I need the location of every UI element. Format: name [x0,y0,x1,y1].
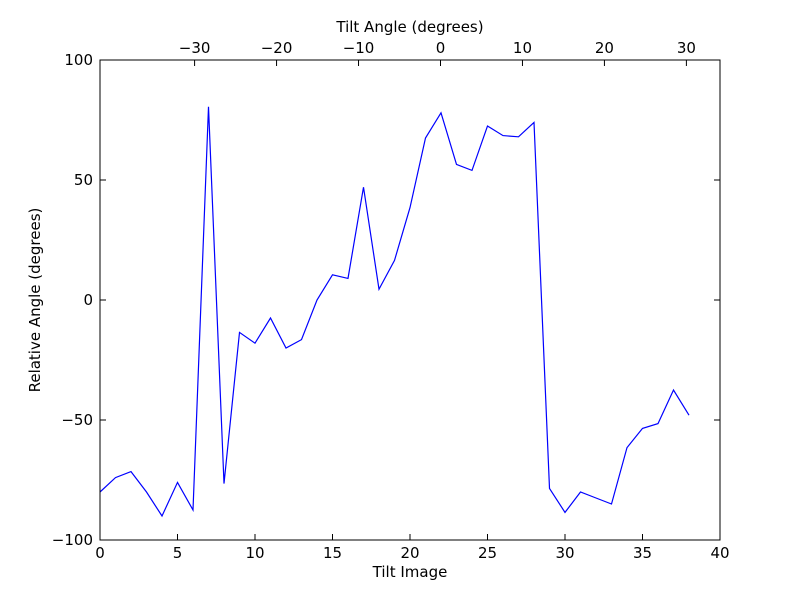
x-tick-label: 20 [400,544,419,562]
x-tick-label: 5 [173,544,183,562]
x-tick-label: 15 [323,544,342,562]
y-tick-label: −50 [61,411,93,429]
series-line-0 [99,106,690,518]
y-tick-label: 100 [64,51,93,69]
x-tick-label: 0 [95,544,105,562]
top-x-axis-title: Tilt Angle (degrees) [335,18,483,36]
series-layer [99,106,690,518]
top-x-tick-label: 0 [436,39,446,57]
y-tick-label: 50 [74,171,93,189]
y-tick-label: −100 [52,531,93,549]
ticks-layer [99,59,721,541]
x-tick-label: 10 [245,544,264,562]
top-x-tick-label: −20 [261,39,293,57]
x-tick-label: 35 [633,544,652,562]
x-tick-label: 25 [478,544,497,562]
y-tick-label: 0 [83,291,93,309]
x-tick-label: 40 [710,544,729,562]
plot-frame [99,59,721,541]
x-axis-title: Tilt Image [372,563,448,581]
top-x-tick-label: 30 [677,39,696,57]
x-tick-label: 30 [555,544,574,562]
tick-labels-layer: 0 5 10 15 20 25 30 35 40−30 −20 −10 0 10 20 30−100−500… [52,39,730,562]
top-x-tick-label: −10 [343,39,375,57]
top-x-tick-label: 20 [595,39,614,57]
y-axis-title: Relative Angle (degrees) [26,208,44,393]
top-x-tick-label: −30 [179,39,211,57]
top-x-tick-label: 10 [513,39,532,57]
